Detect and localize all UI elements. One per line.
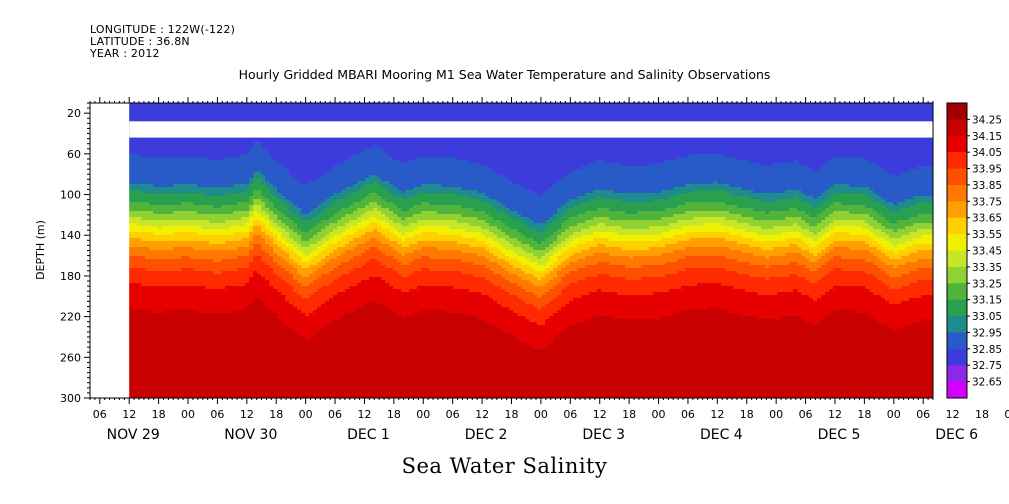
y-tick-label: 300 bbox=[60, 392, 81, 405]
colorbar-swatch bbox=[947, 332, 967, 350]
x-day-label: DEC 2 bbox=[465, 427, 508, 443]
x-tick-label: 12 bbox=[240, 408, 254, 421]
colorbar-label: 33.95 bbox=[972, 164, 1002, 176]
x-tick-label: 18 bbox=[152, 408, 166, 421]
x-tick-label: 06 bbox=[916, 408, 930, 421]
y-tick-label: 140 bbox=[60, 229, 81, 242]
x-tick-label: 18 bbox=[622, 408, 636, 421]
x-axis-label: Sea Water Salinity bbox=[0, 454, 1009, 478]
colorbar-swatch bbox=[947, 168, 967, 186]
colorbar-swatch bbox=[947, 381, 967, 399]
x-tick-label: 06 bbox=[328, 408, 342, 421]
y-tick-label: 180 bbox=[60, 270, 81, 283]
y-axis-label: DEPTH (m) bbox=[34, 220, 47, 280]
colorbar-label: 34.05 bbox=[972, 147, 1002, 159]
x-day-label: DEC 1 bbox=[347, 427, 390, 443]
x-tick-label: 18 bbox=[740, 408, 754, 421]
x-tick-label: 00 bbox=[652, 408, 666, 421]
data-gap bbox=[129, 121, 933, 138]
colorbar-label: 32.65 bbox=[972, 377, 1002, 389]
x-tick-label: 18 bbox=[387, 408, 401, 421]
colorbar-swatch bbox=[947, 316, 967, 333]
x-tick-label: 00 bbox=[887, 408, 901, 421]
colorbar-label: 33.85 bbox=[972, 180, 1002, 192]
y-axis: 20 60 100 140 180 220 260 300 bbox=[60, 102, 90, 405]
y-tick-label: 260 bbox=[60, 351, 81, 364]
x-tick-label: 06 bbox=[210, 408, 224, 421]
colorbar-swatch bbox=[947, 348, 967, 366]
colorbar-label: 33.25 bbox=[972, 278, 1002, 290]
x-tick-label: 00 bbox=[416, 408, 430, 421]
x-tick-label: 18 bbox=[269, 408, 283, 421]
x-tick-label: 12 bbox=[946, 408, 960, 421]
x-tick-label: 18 bbox=[857, 408, 871, 421]
colorbar-swatch bbox=[947, 217, 967, 235]
x-tick-label: 00 bbox=[1004, 408, 1009, 421]
colorbar-swatch bbox=[947, 299, 967, 317]
colorbar-swatch bbox=[947, 283, 967, 301]
colorbar-label: 33.45 bbox=[972, 246, 1002, 258]
colorbar-label: 32.95 bbox=[972, 327, 1002, 339]
y-tick-label: 220 bbox=[60, 311, 81, 324]
colorbar-swatch bbox=[947, 365, 967, 383]
x-tick-label: 00 bbox=[534, 408, 548, 421]
y-tick-label: 100 bbox=[60, 189, 81, 202]
x-tick-label: 06 bbox=[681, 408, 695, 421]
colorbar-label: 33.75 bbox=[972, 196, 1002, 208]
x-day-label: DEC 5 bbox=[818, 427, 861, 443]
colorbar-label: 34.15 bbox=[972, 131, 1002, 143]
colorbar-swatch bbox=[947, 201, 967, 219]
colorbar-label: 32.75 bbox=[972, 360, 1002, 372]
x-tick-label: 12 bbox=[357, 408, 371, 421]
colorbar-swatch bbox=[947, 234, 967, 251]
x-day-label: NOV 30 bbox=[224, 427, 277, 443]
colorbar-swatch bbox=[947, 152, 967, 170]
colorbar: 34.25 34.15 34.05 33.95 33.85 33.75 33.65 33.55… bbox=[946, 102, 1002, 399]
salinity-field bbox=[129, 103, 933, 398]
x-tick-label: 06 bbox=[446, 408, 460, 421]
colorbar-label: 33.65 bbox=[972, 213, 1002, 225]
x-tick-label: 18 bbox=[505, 408, 519, 421]
x-tick-label: 06 bbox=[563, 408, 577, 421]
latitude-label: LATITUDE : 36.8N bbox=[90, 36, 190, 48]
colorbar-swatch bbox=[947, 184, 967, 202]
colorbar-swatch bbox=[947, 103, 967, 120]
x-tick-label: 00 bbox=[299, 408, 313, 421]
y-tick-label: 20 bbox=[67, 107, 81, 120]
x-tick-label: 00 bbox=[181, 408, 195, 421]
x-tick-label: 12 bbox=[593, 408, 607, 421]
x-tick-label: 12 bbox=[710, 408, 724, 421]
colorbar-swatch bbox=[947, 135, 967, 153]
chart-title: Hourly Gridded MBARI Mooring M1 Sea Wate… bbox=[0, 67, 1009, 82]
colorbar-swatch bbox=[947, 119, 967, 137]
x-tick-label: 12 bbox=[475, 408, 489, 421]
colorbar-label: 33.15 bbox=[972, 295, 1002, 307]
longitude-label: LONGITUDE : 122W(-122) bbox=[90, 24, 235, 36]
colorbar-label: 32.85 bbox=[972, 344, 1002, 356]
x-day-label: DEC 3 bbox=[582, 427, 625, 443]
x-axis: 06 12 18 00 06 12 18 00 06 12 18 00 06 12 18 00 06 12 18 00… bbox=[89, 97, 1009, 443]
x-day-label: NOV 29 bbox=[107, 427, 160, 443]
x-day-label: DEC 4 bbox=[700, 427, 743, 443]
x-tick-label: 06 bbox=[93, 408, 107, 421]
x-tick-label: 06 bbox=[799, 408, 813, 421]
x-tick-label: 18 bbox=[975, 408, 989, 421]
x-day-label: DEC 6 bbox=[935, 427, 978, 443]
colorbar-label: 33.05 bbox=[972, 311, 1002, 323]
x-tick-label: 00 bbox=[769, 408, 783, 421]
x-tick-label: 12 bbox=[828, 408, 842, 421]
y-tick-label: 60 bbox=[67, 148, 81, 161]
x-tick-label: 12 bbox=[122, 408, 136, 421]
colorbar-swatch bbox=[947, 266, 967, 284]
colorbar-label: 34.25 bbox=[972, 114, 1002, 126]
colorbar-label: 33.55 bbox=[972, 229, 1002, 241]
year-label: YEAR : 2012 bbox=[90, 48, 160, 60]
colorbar-swatch bbox=[947, 250, 967, 268]
colorbar-label: 33.35 bbox=[972, 262, 1002, 274]
